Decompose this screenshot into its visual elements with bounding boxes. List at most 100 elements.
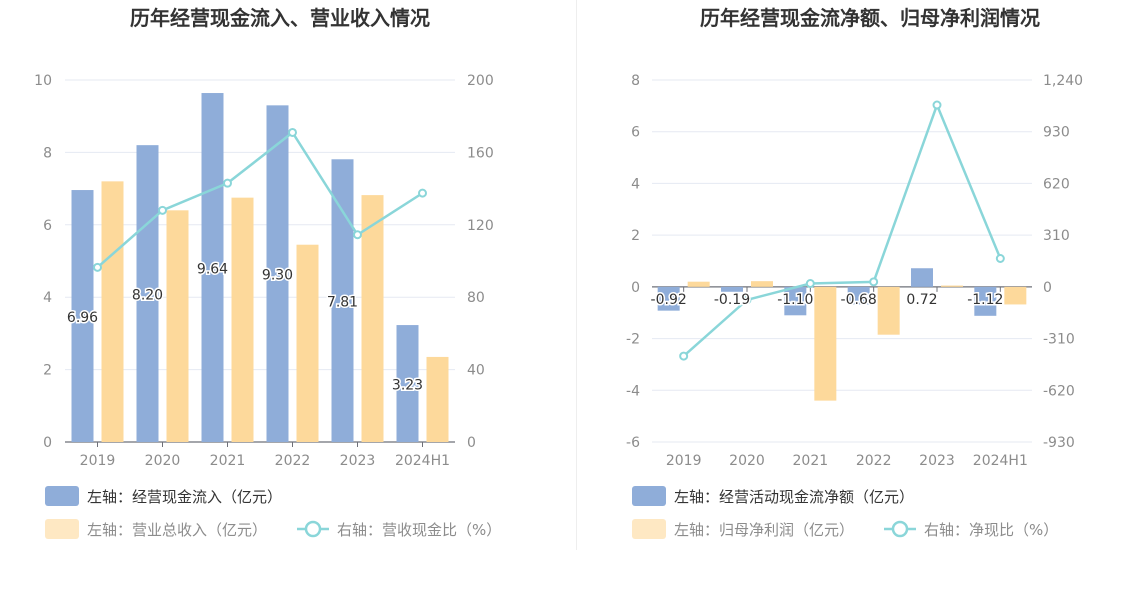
bar-blue — [847, 286, 870, 305]
data-label: -0.19 — [714, 292, 750, 308]
bar-blue — [657, 286, 680, 311]
bar-blue — [266, 105, 289, 442]
chart-panel-2 — [652, 79, 1032, 443]
bar-orange — [814, 286, 837, 401]
right-axis-tick-label: -930 — [1043, 435, 1075, 451]
bar-orange — [231, 197, 254, 442]
panel-divider — [576, 0, 577, 550]
x-axis-tick-label: 2023 — [340, 453, 376, 469]
left-axis-tick-label: 8 — [43, 145, 52, 161]
bar-orange — [941, 285, 963, 287]
right-axis-tick-label: 930 — [1043, 125, 1070, 141]
legend-label: 右轴：净现比（%） — [924, 521, 1058, 539]
x-axis-tick-label: 2024H1 — [395, 453, 450, 469]
left-axis-tick-label: 4 — [631, 176, 640, 192]
bar-blue — [721, 286, 743, 292]
bar-orange — [1004, 286, 1027, 305]
legend-label: 左轴：归母净利润（亿元） — [674, 521, 854, 539]
ratio-point — [223, 178, 232, 188]
data-label: -1.12 — [967, 292, 1003, 308]
ratio-point — [805, 279, 815, 289]
left-axis-tick-label: 0 — [631, 280, 640, 296]
ratio-point — [742, 295, 752, 305]
x-axis-tick-label: 2019 — [80, 453, 116, 469]
legend-swatch-blue — [632, 486, 666, 506]
ratio-point — [679, 351, 689, 361]
data-label: 9.30 — [262, 268, 293, 284]
chart-title: 历年经营现金流净额、归母净利润情况 — [700, 6, 1040, 30]
x-axis-tick-label: 2023 — [919, 453, 955, 469]
ratio-line — [96, 130, 424, 269]
right-axis-tick-label: 310 — [1043, 228, 1070, 244]
ratio-point — [353, 230, 362, 240]
data-label: -1.10 — [777, 292, 813, 308]
bar-blue — [331, 159, 354, 442]
right-axis-tick-label: -620 — [1043, 383, 1075, 399]
legend-label: 左轴：经营活动现金流净额（亿元） — [674, 488, 914, 506]
data-label: 9.64 — [197, 262, 228, 278]
data-label: 0.72 — [906, 292, 937, 308]
right-axis-tick-label: 0 — [467, 435, 476, 451]
bar-orange — [751, 281, 773, 287]
bar-blue — [974, 286, 997, 316]
ratio-point — [932, 100, 942, 110]
left-axis-tick-label: 6 — [43, 218, 52, 234]
left-axis-tick-label: -6 — [626, 435, 640, 451]
left-axis-tick-label: 4 — [43, 290, 52, 306]
x-axis-tick-label: 2022 — [856, 453, 892, 469]
right-axis-tick-label: 80 — [467, 290, 485, 306]
data-label: 8.20 — [132, 288, 163, 304]
chart-title: 历年经营现金流入、营业收入情况 — [130, 6, 430, 30]
left-axis-tick-label: 8 — [631, 73, 640, 89]
x-axis-tick-label: 2024H1 — [973, 453, 1028, 469]
right-axis-tick-label: 40 — [467, 363, 485, 379]
left-axis-tick-label: 2 — [631, 228, 640, 244]
bar-orange — [101, 181, 124, 443]
left-axis-tick-label: 6 — [631, 125, 640, 141]
right-axis-tick-label: 120 — [467, 218, 494, 234]
ratio-point — [288, 127, 297, 137]
left-axis-tick-label: -2 — [626, 332, 640, 348]
legend-label: 左轴：经营现金流入（亿元） — [87, 488, 282, 506]
right-axis-tick-label: 160 — [467, 145, 494, 161]
ratio-point — [995, 253, 1005, 263]
bar-orange — [426, 356, 449, 442]
bar-orange — [877, 286, 900, 335]
x-axis-tick-label: 2022 — [275, 453, 311, 469]
legend-swatch-orange — [45, 519, 79, 539]
data-label: 3.23 — [392, 378, 423, 394]
ratio-line — [682, 101, 1002, 358]
bar-orange — [166, 210, 189, 442]
data-label: -0.92 — [651, 292, 687, 308]
bar-blue — [784, 286, 807, 316]
x-axis-tick-label: 2021 — [210, 453, 246, 469]
legend-label: 左轴：营业总收入（亿元） — [87, 521, 267, 539]
right-axis-tick-label: 1,240 — [1043, 73, 1083, 89]
legend-label: 右轴：营收现金比（%） — [337, 521, 501, 539]
bar-blue — [396, 325, 419, 442]
ratio-point — [158, 205, 167, 215]
left-axis-tick-label: -4 — [626, 383, 640, 399]
legend-line-marker — [891, 520, 909, 538]
ratio-point — [93, 262, 102, 272]
legend-line-marker — [304, 520, 322, 538]
left-axis-tick-label: 10 — [34, 73, 52, 89]
bar-blue — [911, 268, 933, 287]
ratio-point — [869, 277, 879, 287]
right-axis-tick-label: 620 — [1043, 176, 1070, 192]
data-label: 6.96 — [67, 310, 98, 326]
right-axis-tick-label: 0 — [1043, 280, 1052, 296]
x-axis-tick-label: 2019 — [666, 453, 702, 469]
bar-orange — [687, 281, 710, 287]
bar-blue — [71, 190, 94, 442]
x-axis-tick-label: 2020 — [729, 453, 765, 469]
data-label: 7.81 — [327, 295, 358, 311]
right-axis-tick-label: 200 — [467, 73, 494, 89]
bar-orange — [296, 244, 319, 442]
left-axis-tick-label: 0 — [43, 435, 52, 451]
x-axis-tick-label: 2021 — [793, 453, 829, 469]
data-label: -0.68 — [841, 292, 877, 308]
bar-orange — [361, 195, 384, 442]
